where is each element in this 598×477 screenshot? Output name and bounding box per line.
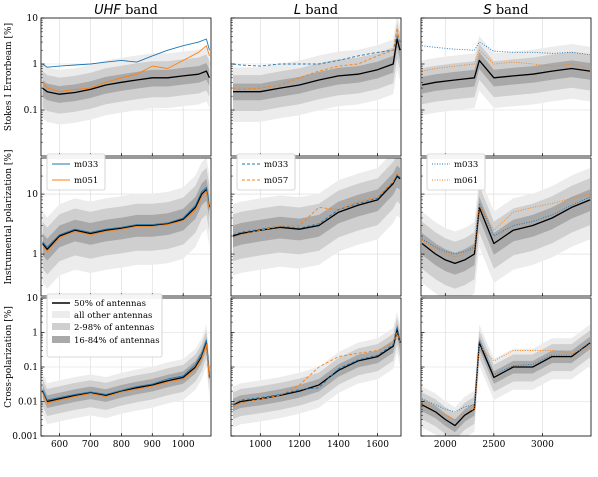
legend-envelope-label-2: 2-98% of antennas [74,323,154,333]
ytick-label: 1 [32,60,38,70]
legend-s-box [426,153,486,191]
legend-envelope-label-0: 50% of antennas [74,299,146,309]
xtick-label: 1400 [327,440,350,450]
series-m057 [232,332,401,408]
band-16-84 [422,189,590,275]
xtick-label: 900 [144,440,161,450]
panel-1-0: 1 10 [27,157,212,297]
series-median [232,175,401,237]
xtick-label: 700 [82,440,99,450]
xtick-label: 2000 [434,440,457,450]
band-16-84 [422,52,590,94]
legend-envelope-swatch-2 [52,323,70,330]
series-median [421,342,591,427]
ytick-label: 0.01 [18,398,38,408]
legend-envelope-label-1: all other antennas [74,311,152,321]
panel-0-0: 0.1 1 10 [24,14,212,157]
legend-s: m033 m061 [426,153,486,191]
legend-uhf-label-0: m033 [74,160,98,170]
band-16-84 [422,336,590,433]
series-median [41,188,211,250]
column-title-s: S band [483,3,528,18]
column-title-l: L band [294,3,338,18]
legend-s-label-0: m033 [454,160,478,170]
series-m033 [42,38,210,68]
band-16-84 [233,323,400,412]
series-m057 [232,27,401,90]
ytick-label: 10 [27,14,39,24]
series-m061 [421,345,591,420]
series-m033 [42,339,210,401]
panel-frame [230,17,402,157]
legend-s-label-1: m061 [454,176,478,186]
legend-l-label-1: m057 [264,176,288,186]
panel-frame [230,157,402,297]
ylabel-row-0: Stokes I Errorbeam [%] [4,23,14,131]
legend-uhf-box [46,153,106,191]
ylabel-row-2: Cross-polarization [%] [4,306,14,408]
xtick-label: 1600 [366,440,389,450]
series-median [233,38,401,93]
band-16-84 [42,63,210,103]
ytick-label: 10 [27,294,39,304]
series-m033 [232,35,401,67]
panel-1-2 [420,157,592,297]
xtick-label: 1000 [249,440,272,450]
legend-uhf: m033 m051 [46,153,106,191]
panel-frame [420,157,592,297]
legend-uhf-label-1: m051 [74,176,98,186]
legend-envelope-label-3: 16-84% of antennas [74,336,160,346]
band-16-84 [42,336,210,408]
series-m051 [42,191,210,253]
legend-l-box [236,153,296,191]
legend-envelope-swatch-1 [52,311,70,318]
legend-envelope-swatch-3 [52,336,70,343]
ytick-label: 10 [27,190,39,200]
band-16-84 [233,30,400,101]
series-m051 [42,344,210,404]
xtick-label: 1000 [172,440,195,450]
panel-2-2: 2000 2500 3000 [420,297,592,450]
series-median [42,70,211,95]
ylabel-row-1: Instrumental polarization [%] [4,150,14,285]
series-median [421,59,591,86]
ytick-label: 0.001 [12,432,38,442]
panel-2-0: 600 700 800 900 1000 0.001 0.01 0.1 1 10 [12,294,212,450]
legend-l-label-0: m033 [264,160,288,170]
series-m033 [42,186,210,248]
panel-frame [420,17,592,157]
panel-1-1 [230,157,402,297]
xtick-label: 2500 [482,440,505,450]
column-title-uhf: UHF band [94,3,158,18]
series-median [41,342,211,403]
series-m033 [421,339,591,413]
panel-frame [40,17,212,157]
xtick-label: 800 [113,440,130,450]
xtick-label: 1200 [288,440,311,450]
legend-l: m033 m057 [236,153,296,191]
xtick-label: 3000 [531,440,554,450]
panel-0-1 [230,17,402,157]
legend-envelope-box [46,293,163,358]
panel-2-1: 1000 1200 1400 1600 [230,297,402,450]
ytick-label: 0.1 [24,363,38,373]
ytick-label: 1 [32,250,38,260]
series-m051 [42,45,210,93]
ytick-label: 1 [32,329,38,339]
series-m033 [232,174,401,236]
ytick-label: 0.1 [24,106,38,116]
series-m061 [421,49,591,72]
series-m033 [232,325,401,406]
band-16-84 [42,178,210,261]
xtick-label: 600 [51,440,68,450]
panel-0-2 [420,17,592,157]
legend-envelope: 50% of antennas all other antennas 2-98%… [46,293,163,358]
